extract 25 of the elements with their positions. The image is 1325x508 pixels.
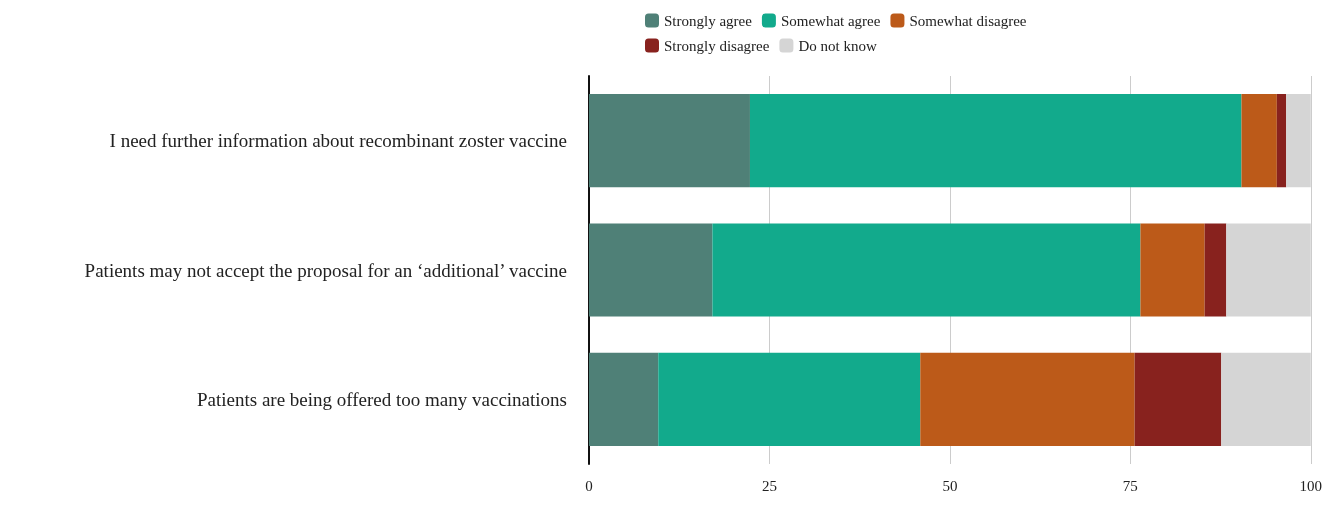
x-tick-label: 25 bbox=[761, 477, 777, 494]
legend-label: Strongly disagree bbox=[664, 37, 770, 54]
legend-label: Strongly agree bbox=[664, 12, 753, 29]
x-tick-label: 0 bbox=[585, 477, 593, 494]
bar bbox=[712, 223, 1141, 317]
bar bbox=[749, 94, 1242, 188]
y-tick-label: Patients may not accept the proposal for an ‘additional’ vaccine bbox=[84, 259, 567, 281]
bar bbox=[1134, 352, 1222, 446]
bar bbox=[589, 94, 750, 188]
x-tick-label: 50 bbox=[942, 477, 958, 494]
legend-label: Do not know bbox=[798, 37, 877, 54]
bar bbox=[1241, 94, 1277, 188]
bar bbox=[589, 352, 659, 446]
bar bbox=[658, 352, 921, 446]
bar bbox=[1140, 223, 1205, 317]
y-tick-label: I need further information about recombinant zoster vaccine bbox=[109, 130, 567, 152]
bar bbox=[589, 223, 713, 317]
legend-label: Somewhat disagree bbox=[909, 12, 1027, 29]
x-tick-label: 100 bbox=[1299, 477, 1322, 494]
x-tick-label: 75 bbox=[1122, 477, 1138, 494]
bar bbox=[1204, 223, 1227, 317]
legend-label: Somewhat agree bbox=[780, 12, 881, 29]
y-tick-label: Patients are being offered too many vaccinations bbox=[196, 388, 567, 410]
bar bbox=[920, 352, 1135, 446]
bar bbox=[1276, 94, 1287, 188]
